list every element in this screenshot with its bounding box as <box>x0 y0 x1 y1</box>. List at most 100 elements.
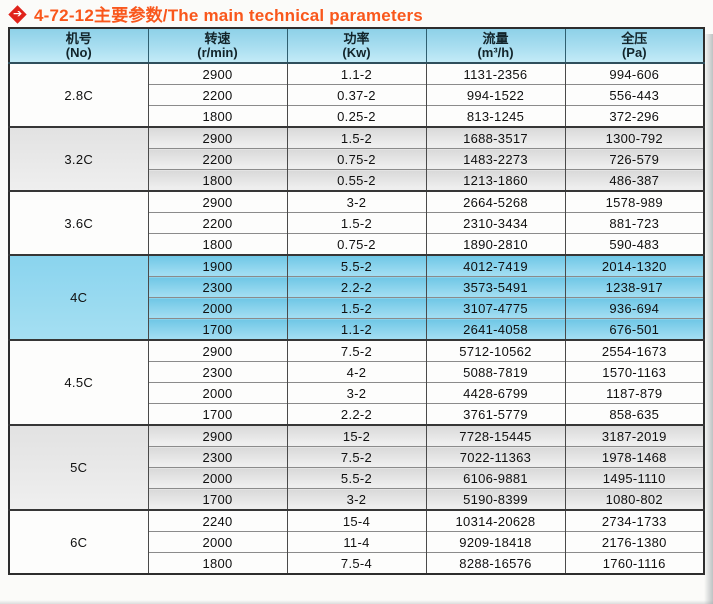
flow-cell: 813-1245 <box>425 105 565 127</box>
pressure-cell: 1080-802 <box>564 488 704 510</box>
table-row: 1800 0.55-2 1213-1860 486-387 <box>9 169 704 191</box>
column-header-flow: 流量 (m³/h) <box>425 28 565 64</box>
flow-cell: 8288-16576 <box>425 552 565 574</box>
flow-cell: 5190-8399 <box>425 488 565 510</box>
pressure-cell: 590-483 <box>564 233 704 255</box>
flow-cell: 2641-4058 <box>425 318 565 340</box>
speed-cell: 1800 <box>147 105 287 127</box>
power-cell: 0.25-2 <box>286 105 426 127</box>
flow-cell: 3573-5491 <box>425 276 565 298</box>
column-header-en: (Pa) <box>621 45 647 60</box>
power-cell: 15-4 <box>286 509 426 532</box>
model-cell: 2.8C <box>9 62 148 127</box>
speed-cell: 2000 <box>147 297 287 319</box>
flow-cell: 5088-7819 <box>425 361 565 383</box>
flow-cell: 1213-1860 <box>425 169 565 191</box>
flow-cell: 1131-2356 <box>425 62 565 85</box>
pressure-cell: 3187-2019 <box>564 424 704 447</box>
speed-cell: 2000 <box>147 531 287 553</box>
model-cell: 6C <box>9 509 148 574</box>
power-cell: 2.2-2 <box>286 276 426 298</box>
pressure-cell: 1187-879 <box>564 382 704 404</box>
table-header: 机号 (No) 转速 (r/min) 功率 (Kw) 流量 (m³/h) 全压 (Pa) <box>9 28 704 64</box>
model-cell: 3.6C <box>9 190 148 255</box>
speed-cell: 2000 <box>147 467 287 489</box>
power-cell: 2.2-2 <box>286 403 426 425</box>
flow-cell: 1483-2273 <box>425 148 565 170</box>
table-row: 1700 1.1-2 2641-4058 676-501 <box>9 318 704 340</box>
model-cell: 4.5C <box>9 339 148 425</box>
speed-cell: 2900 <box>147 126 287 149</box>
speed-cell: 2300 <box>147 276 287 298</box>
table-row: 3.6C 2900 3-2 2664-5268 1578-989 <box>9 190 704 255</box>
flow-cell: 3107-4775 <box>425 297 565 319</box>
table-row: 2200 1.5-2 2310-3434 881-723 <box>9 212 704 234</box>
table-row: 2000 11-4 9209-18418 2176-1380 <box>9 531 704 553</box>
power-cell: 0.75-2 <box>286 148 426 170</box>
power-cell: 11-4 <box>286 531 426 553</box>
power-cell: 1.5-2 <box>286 297 426 319</box>
scan-bottom-shadow <box>0 600 713 604</box>
column-header-en: (No) <box>65 45 92 60</box>
speed-cell: 2300 <box>147 361 287 383</box>
column-header-speed: 转速 (r/min) <box>147 28 287 64</box>
power-cell: 7.5-2 <box>286 446 426 468</box>
flow-cell: 1890-2810 <box>425 233 565 255</box>
power-cell: 4-2 <box>286 361 426 383</box>
pressure-cell: 676-501 <box>564 318 704 340</box>
flow-cell: 3761-5779 <box>425 403 565 425</box>
table-row: 2200 0.37-2 994-1522 556-443 <box>9 84 704 106</box>
scan-edge-shadow <box>704 34 713 604</box>
flow-cell: 5712-10562 <box>425 339 565 362</box>
speed-cell: 1700 <box>147 403 287 425</box>
power-cell: 5.5-2 <box>286 467 426 489</box>
flow-cell: 7728-15445 <box>425 424 565 447</box>
pressure-cell: 1238-917 <box>564 276 704 298</box>
flow-cell: 10314-20628 <box>425 509 565 532</box>
speed-cell: 1900 <box>147 254 287 277</box>
arrow-glyph: ➔ <box>12 8 23 20</box>
table-row: 6C 2240 15-4 10314-20628 2734-1733 <box>9 509 704 574</box>
speed-cell: 1800 <box>147 233 287 255</box>
speed-cell: 2300 <box>147 446 287 468</box>
pressure-cell: 881-723 <box>564 212 704 234</box>
speed-cell: 2200 <box>147 148 287 170</box>
pressure-cell: 2176-1380 <box>564 531 704 553</box>
pressure-cell: 1570-1163 <box>564 361 704 383</box>
pressure-cell: 726-579 <box>564 148 704 170</box>
flow-cell: 2664-5268 <box>425 190 565 213</box>
speed-cell: 2200 <box>147 212 287 234</box>
pressure-cell: 2554-1673 <box>564 339 704 362</box>
power-cell: 0.55-2 <box>286 169 426 191</box>
table-row: 4.5C 2900 7.5-2 5712-10562 2554-1673 <box>9 339 704 425</box>
table-header-row: 机号 (No) 转速 (r/min) 功率 (Kw) 流量 (m³/h) 全压 (Pa) <box>9 28 704 64</box>
pressure-cell: 936-694 <box>564 297 704 319</box>
column-header-zh: 功率 <box>343 31 370 46</box>
model-cell: 4C <box>9 254 148 340</box>
table-row: 5C 2900 15-2 7728-15445 3187-2019 <box>9 424 704 510</box>
power-cell: 0.75-2 <box>286 233 426 255</box>
column-header-power: 功率 (Kw) <box>286 28 426 64</box>
model-cell: 3.2C <box>9 126 148 191</box>
column-header-zh: 转速 <box>204 31 231 46</box>
speed-cell: 2200 <box>147 84 287 106</box>
flow-cell: 4012-7419 <box>425 254 565 277</box>
pressure-cell: 486-387 <box>564 169 704 191</box>
table-row: 3.2C 2900 1.5-2 1688-3517 1300-792 <box>9 126 704 191</box>
power-cell: 1.1-2 <box>286 318 426 340</box>
speed-cell: 2900 <box>147 424 287 447</box>
speed-cell: 2900 <box>147 190 287 213</box>
power-cell: 1.5-2 <box>286 212 426 234</box>
power-cell: 1.1-2 <box>286 62 426 85</box>
speed-cell: 1700 <box>147 488 287 510</box>
table-row: 1700 3-2 5190-8399 1080-802 <box>9 488 704 510</box>
table-body: 2.8C 2900 1.1-2 1131-2356 994-606 2200 0.37-2 9… <box>9 62 704 574</box>
table-row: 1800 0.75-2 1890-2810 590-483 <box>9 233 704 255</box>
pressure-cell: 858-635 <box>564 403 704 425</box>
pressure-cell: 2014-1320 <box>564 254 704 277</box>
power-cell: 3-2 <box>286 190 426 213</box>
pressure-cell: 556-443 <box>564 84 704 106</box>
power-cell: 7.5-2 <box>286 339 426 362</box>
table-row: 1800 7.5-4 8288-16576 1760-1116 <box>9 552 704 574</box>
table-row: 2.8C 2900 1.1-2 1131-2356 994-606 <box>9 62 704 127</box>
